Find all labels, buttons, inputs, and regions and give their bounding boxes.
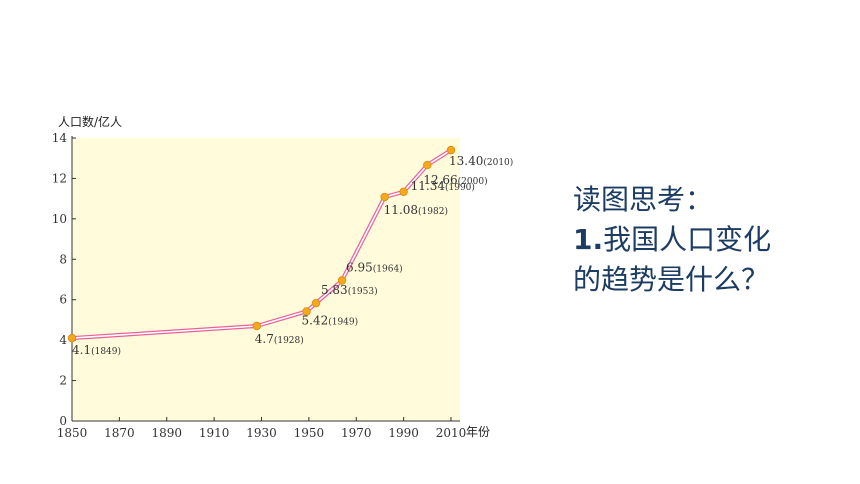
data-label: 4.1(1849) xyxy=(72,343,121,357)
question-line-1: 1.我国人口变化 xyxy=(573,220,843,260)
x-tick-label: 1950 xyxy=(294,426,325,440)
x-tick-label: 1930 xyxy=(246,426,277,440)
data-point xyxy=(380,192,389,202)
data-label-value: 6.95 xyxy=(346,261,373,275)
data-label-value: 4.1 xyxy=(72,343,91,357)
data-label-value: 5.83 xyxy=(321,283,348,297)
data-label-year: (1949) xyxy=(328,316,358,327)
axes xyxy=(71,136,460,422)
data-label-value: 12.66 xyxy=(423,173,457,187)
y-tick-label: 12 xyxy=(52,171,67,185)
data-point xyxy=(67,333,77,343)
point-labels: 4.1(1849) 4.7(1928) 5.42(1949) 5.83(1953) 6.… xyxy=(72,154,513,357)
question-panel: 读图思考： 1.我国人口变化 的趋势是什么？ xyxy=(573,180,843,300)
x-tick-label: 1890 xyxy=(151,426,182,440)
data-label: 5.42(1949) xyxy=(302,313,359,327)
question-line-2: 的趋势是什么？ xyxy=(573,263,770,296)
y-tick-label: 8 xyxy=(59,252,67,266)
data-point xyxy=(311,298,321,308)
data-point xyxy=(446,145,456,155)
data-label-year: (1849) xyxy=(91,346,121,357)
data-label-year: (2010) xyxy=(483,157,513,168)
data-point xyxy=(337,276,347,285)
population-series xyxy=(67,145,456,343)
data-label-year: (1982) xyxy=(418,206,448,217)
question-number: 1. xyxy=(573,223,604,256)
plot-area xyxy=(72,138,460,421)
data-label: 11.34(1990) xyxy=(411,179,475,193)
data-label: 5.83(1953) xyxy=(321,283,378,297)
question-title: 读图思考： xyxy=(573,183,714,216)
data-label: 12.66(2000) xyxy=(423,173,487,187)
x-tick-label: 1990 xyxy=(388,426,419,440)
y-tick-label: 6 xyxy=(59,293,67,307)
x-tick-label: 1850 xyxy=(57,426,88,440)
data-label: 6.95(1964) xyxy=(346,261,403,275)
data-label-year: (1928) xyxy=(274,335,304,346)
data-label-value: 11.08 xyxy=(384,203,418,217)
data-label-year: (1953) xyxy=(348,286,378,297)
data-label-value: 11.34 xyxy=(411,179,446,193)
data-point xyxy=(302,307,311,316)
data-label: 4.7(1928) xyxy=(255,332,304,346)
x-tick-label: 1910 xyxy=(199,426,230,440)
y-axis-title: 人口数/亿人 xyxy=(58,114,122,129)
data-label: 11.08(1982) xyxy=(384,203,448,217)
data-point xyxy=(399,187,408,196)
y-tick-label: 0 xyxy=(59,414,67,428)
data-label-year: (1990) xyxy=(445,182,475,193)
data-label-value: 5.42 xyxy=(302,313,329,327)
x-tick-label: 1870 xyxy=(104,426,135,440)
x-axis-title: 年份 xyxy=(466,425,490,439)
axis-ticks: 0 2 4 6 8 10 12 14 1850 1870 1890 1910 1930 1950 1970 1… xyxy=(52,131,467,440)
data-point xyxy=(423,160,432,170)
data-label-value: 13.40 xyxy=(449,154,483,168)
data-label-year: (2000) xyxy=(458,176,488,187)
question-text-part-1: 我国人口变化 xyxy=(603,223,772,256)
y-tick-label: 2 xyxy=(59,374,67,388)
data-label: 13.40(2010) xyxy=(449,154,513,168)
y-tick-label: 4 xyxy=(59,333,67,347)
y-tick-label: 14 xyxy=(52,131,68,145)
data-label-year: (1964) xyxy=(373,264,403,275)
x-tick-label: 1970 xyxy=(341,426,372,440)
x-tick-label: 2010 xyxy=(436,426,467,440)
data-label-value: 4.7 xyxy=(255,332,274,346)
data-point xyxy=(252,321,261,331)
y-tick-label: 10 xyxy=(52,212,67,226)
